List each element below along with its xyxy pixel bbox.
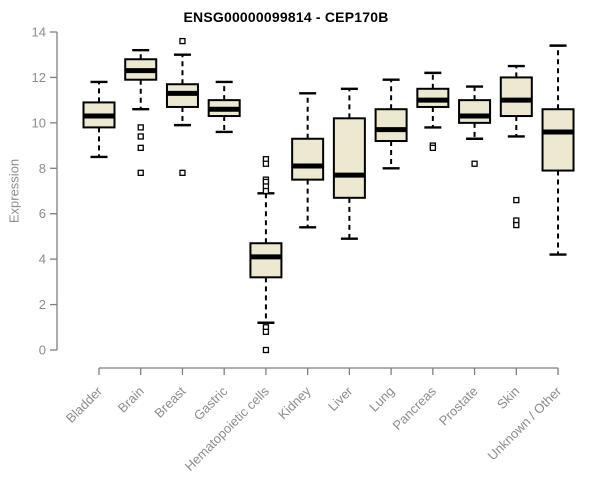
outlier-point-hematopoietic-cells [262,346,270,354]
x-tick-label-kidney: Kidney [275,383,314,422]
outlier-point-skin [513,221,520,229]
outlier-point-skin [513,196,520,204]
y-tick-label: 10 [32,115,46,130]
x-tick-label-breast: Breast [151,383,188,420]
box-kidney [291,137,325,181]
y-tick-label: 6 [39,206,46,221]
outlier-point-brain [137,124,144,131]
y-tick-label: 12 [32,70,46,85]
outlier-point-hematopoietic-cells [262,160,270,167]
box-unknown-other [541,108,575,172]
y-tick-label: 14 [32,25,46,40]
y-tick-label: 8 [39,161,46,176]
box-liver [332,117,366,199]
y-tick-label: 4 [39,252,46,267]
y-tick-label: 2 [39,297,46,312]
outlier-point-pancreas [429,144,436,151]
outlier-point-prostate [471,160,478,167]
box-lung [374,108,408,143]
outlier-point-brain [137,169,144,176]
x-tick-label-unknown-other: Unknown / Other [485,383,565,463]
box-prostate [458,99,492,124]
x-tick-label-pancreas: Pancreas [390,383,440,433]
outlier-point-breast [179,169,186,176]
outlier-point-hematopoietic-cells [262,328,270,335]
x-tick-label-liver: Liver [325,383,356,414]
y-tick-label: 0 [39,343,46,358]
box-skin [499,76,533,118]
x-tick-label-gastric: Gastric [191,383,231,423]
x-tick-label-bladder: Bladder [63,383,106,426]
chart-title: ENSG00000099814 - CEP170B [183,9,389,25]
x-tick-label-brain: Brain [115,384,147,416]
x-tick-label-prostate: Prostate [436,384,481,429]
outlier-point-breast [179,37,186,45]
outlier-point-brain [137,144,144,151]
outlier-point-hematopoietic-cells [262,187,270,195]
x-tick-label-lung: Lung [366,384,397,415]
x-tick-label-skin: Skin [494,384,522,412]
outlier-point-brain [137,133,144,140]
box-hematopoietic-cells [249,242,283,279]
